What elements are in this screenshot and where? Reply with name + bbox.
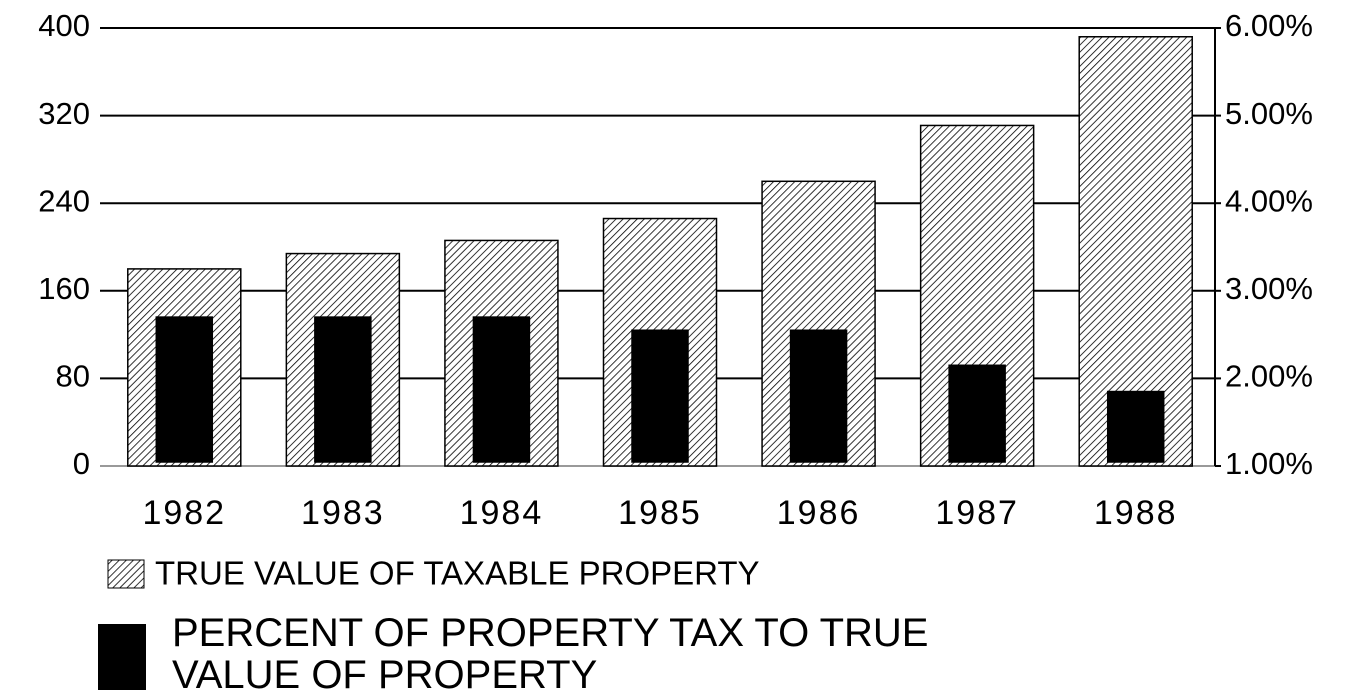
- x-tick-label: 1982: [142, 494, 226, 532]
- x-tick-label: 1983: [301, 494, 385, 532]
- bar: [472, 316, 531, 463]
- y2-tick-label: 3.00%: [1225, 271, 1313, 306]
- y-tick-label: 160: [38, 271, 90, 306]
- legend-label: PERCENT OF PROPERTY TAX TO TRUE VALUE OF…: [172, 611, 929, 697]
- x-tick-label: 1986: [777, 494, 861, 532]
- bar: [1106, 390, 1165, 463]
- bar: [631, 329, 689, 463]
- y-tick-label: 320: [38, 96, 90, 131]
- legend-label: TRUE VALUE OF TAXABLE PROPERTY: [155, 555, 760, 592]
- y2-tick-label: 6.00%: [1225, 8, 1313, 43]
- y-tick-label: 0: [73, 446, 90, 481]
- legend-swatch-solid: [98, 624, 146, 690]
- x-tick-label: 1985: [618, 494, 702, 532]
- bar: [789, 329, 848, 463]
- y-tick-label: 400: [38, 8, 90, 43]
- x-tick-label: 1984: [460, 494, 544, 532]
- x-tick-label: 1987: [935, 494, 1019, 532]
- y2-tick-label: 4.00%: [1225, 183, 1313, 218]
- y-tick-label: 80: [56, 359, 90, 394]
- y-tick-label: 240: [38, 183, 90, 218]
- bar: [948, 364, 1006, 463]
- legend-swatch-hatched: [107, 559, 145, 589]
- y2-tick-label: 1.00%: [1225, 446, 1313, 481]
- bar: [314, 316, 372, 463]
- bar: [155, 316, 214, 463]
- y2-tick-label: 5.00%: [1225, 96, 1313, 131]
- x-tick-label: 1988: [1094, 494, 1178, 532]
- y2-tick-label: 2.00%: [1225, 359, 1313, 394]
